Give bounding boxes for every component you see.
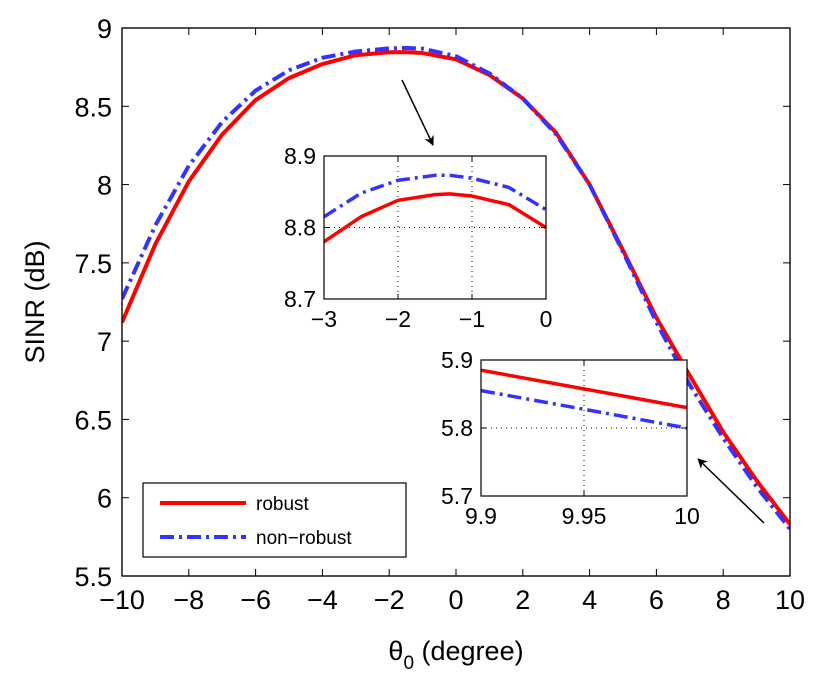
inset-lower: 9.9 9.95 10 5.7 5.8 5.9 bbox=[441, 347, 700, 529]
main-x-tick-label: −8 bbox=[173, 585, 204, 615]
inset-lower-background bbox=[481, 360, 687, 496]
inset-lower-series-robust bbox=[481, 368, 687, 410]
inset-upper: −3 −2 −1 0 8.7 8.8 8.9 bbox=[284, 143, 552, 332]
main-x-tick-label: 10 bbox=[775, 585, 805, 615]
inset-lower-x-tick-label: 9.9 bbox=[465, 503, 497, 529]
main-x-tick-label: −10 bbox=[99, 585, 145, 615]
main-x-tick-label: 8 bbox=[716, 585, 731, 615]
inset-upper-x-tick-label: −2 bbox=[385, 306, 411, 332]
inset-lower-y-tick-label: 5.7 bbox=[441, 483, 473, 509]
y-axis-label: SINR (dB) bbox=[20, 240, 50, 363]
main-x-tick-label: −6 bbox=[240, 585, 271, 615]
inset-upper-x-tick-label: −3 bbox=[311, 306, 337, 332]
inset-upper-series-non-robust bbox=[324, 173, 546, 219]
main-x-tick-label: −2 bbox=[374, 585, 405, 615]
main-x-tick-label: 0 bbox=[448, 585, 463, 615]
inset-upper-plot-area bbox=[324, 173, 546, 244]
inset-lower-plot-area bbox=[481, 368, 687, 430]
inset-upper-x-tick-label: −1 bbox=[459, 306, 485, 332]
inset-upper-y-tick-label: 8.9 bbox=[284, 143, 316, 169]
inset-lower-series-non-robust bbox=[481, 388, 687, 430]
legend-box bbox=[142, 482, 407, 558]
main-frame-top bbox=[121, 27, 791, 577]
inset-upper-series-robust bbox=[324, 192, 546, 244]
legend-label-robust: robust bbox=[256, 494, 310, 515]
legend: robust non−robust bbox=[142, 482, 407, 558]
inset-upper-y-tick-label: 8.7 bbox=[284, 286, 316, 312]
inset-upper-y-tick-label: 8.8 bbox=[284, 215, 316, 241]
main-y-tick-label: 8.5 bbox=[74, 92, 112, 122]
main-y-tick-label: 6 bbox=[97, 484, 112, 514]
main-series-non-robust bbox=[122, 45, 790, 531]
x-axis-label-symbol: θ bbox=[388, 636, 403, 666]
main-y-tick-label: 7.5 bbox=[74, 249, 112, 279]
main-x-tick-label: 6 bbox=[649, 585, 664, 615]
main-y-tick-label: 9 bbox=[97, 14, 112, 44]
legend-label-non-robust: non−robust bbox=[256, 528, 352, 549]
main-plot-area bbox=[122, 45, 790, 531]
main-x-tick-label: −4 bbox=[307, 585, 338, 615]
x-axis-label-unit: (degree) bbox=[414, 636, 524, 666]
main-y-tick-label: 7 bbox=[97, 327, 112, 357]
arrow-to-upper-inset bbox=[401, 79, 434, 146]
main-y-tick-label: 8 bbox=[97, 171, 112, 201]
inset-lower-x-tick-label: 9.95 bbox=[562, 503, 607, 529]
inset-upper-x-tick-label: 0 bbox=[540, 306, 553, 332]
main-y-tick-label: 5.5 bbox=[74, 562, 112, 592]
inset-lower-y-tick-label: 5.8 bbox=[441, 415, 473, 441]
inset-lower-y-tick-label: 5.9 bbox=[441, 347, 473, 373]
x-axis-label-subscript: 0 bbox=[403, 653, 414, 674]
arrow-to-lower-inset bbox=[697, 458, 765, 524]
main-x-tick-label: 4 bbox=[582, 585, 597, 615]
main-y-tick-label: 6.5 bbox=[74, 405, 112, 435]
main-series-robust bbox=[122, 50, 790, 526]
x-axis-label: θ0 (degree) bbox=[388, 636, 523, 674]
inset-lower-x-tick-label: 10 bbox=[674, 503, 700, 529]
main-x-tick-label: 2 bbox=[515, 585, 530, 615]
